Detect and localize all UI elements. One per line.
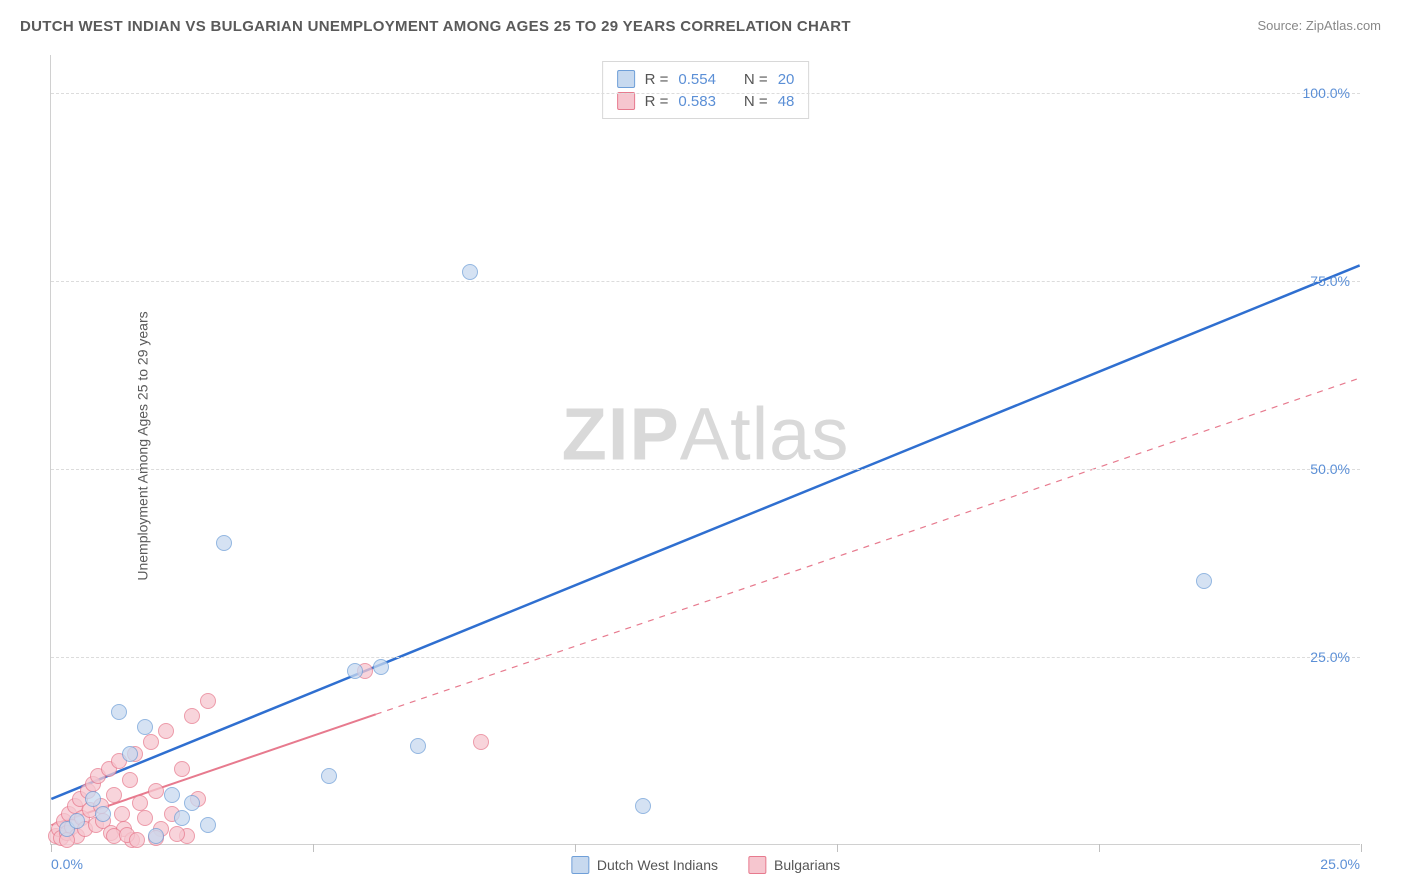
legend-label-2: Bulgarians: [774, 857, 840, 873]
scatter-point: [164, 787, 180, 803]
plot-area: ZIPAtlas R = 0.554 N = 20 R = 0.583 N = …: [50, 55, 1360, 845]
scatter-point: [373, 659, 389, 675]
scatter-point: [143, 734, 159, 750]
y-tick-label: 50.0%: [1310, 461, 1350, 477]
scatter-point: [69, 813, 85, 829]
gridline: [51, 657, 1360, 658]
y-tick-label: 75.0%: [1310, 273, 1350, 289]
source-label: Source: ZipAtlas.com: [1257, 18, 1381, 33]
scatter-point: [132, 795, 148, 811]
scatter-point: [137, 719, 153, 735]
n-value-2: 48: [778, 93, 795, 110]
scatter-point: [158, 723, 174, 739]
x-tick: [575, 844, 576, 852]
scatter-point: [85, 791, 101, 807]
x-tick: [837, 844, 838, 852]
r-value-2: 0.583: [678, 93, 716, 110]
watermark-atlas: Atlas: [680, 392, 850, 475]
scatter-point: [347, 663, 363, 679]
scatter-point: [106, 787, 122, 803]
gridline: [51, 469, 1360, 470]
scatter-point: [174, 810, 190, 826]
stats-row-series1: R = 0.554 N = 20: [617, 68, 795, 90]
scatter-point: [184, 795, 200, 811]
chart-title: DUTCH WEST INDIAN VS BULGARIAN UNEMPLOYM…: [20, 18, 851, 35]
scatter-point: [169, 826, 185, 842]
scatter-point: [200, 693, 216, 709]
r-value-1: 0.554: [678, 71, 716, 88]
correlation-stats-box: R = 0.554 N = 20 R = 0.583 N = 48: [602, 61, 810, 119]
scatter-point: [111, 704, 127, 720]
scatter-point: [635, 798, 651, 814]
watermark: ZIPAtlas: [562, 391, 850, 476]
x-tick-label: 0.0%: [51, 856, 83, 872]
swatch-blue: [571, 856, 589, 874]
scatter-point: [129, 832, 145, 848]
legend-item-1: Dutch West Indians: [571, 856, 718, 874]
y-tick-label: 100.0%: [1303, 85, 1350, 101]
r-label: R =: [645, 71, 669, 88]
scatter-point: [122, 772, 138, 788]
gridline: [51, 281, 1360, 282]
x-tick-label: 25.0%: [1320, 856, 1360, 872]
x-tick: [1361, 844, 1362, 852]
scatter-point: [321, 768, 337, 784]
bottom-legend: Dutch West Indians Bulgarians: [571, 856, 840, 874]
swatch-pink: [617, 92, 635, 110]
scatter-point: [95, 806, 111, 822]
scatter-point: [216, 535, 232, 551]
scatter-point: [410, 738, 426, 754]
scatter-point: [473, 734, 489, 750]
scatter-point: [200, 817, 216, 833]
legend-item-2: Bulgarians: [748, 856, 840, 874]
scatter-point: [148, 783, 164, 799]
scatter-point: [462, 264, 478, 280]
y-tick-label: 25.0%: [1310, 649, 1350, 665]
swatch-pink: [748, 856, 766, 874]
trend-lines-svg: [51, 55, 1360, 844]
scatter-point: [174, 761, 190, 777]
x-tick: [51, 844, 52, 852]
scatter-point: [114, 806, 130, 822]
n-value-1: 20: [778, 71, 795, 88]
scatter-point: [184, 708, 200, 724]
r-label: R =: [645, 93, 669, 110]
n-label: N =: [744, 71, 768, 88]
scatter-point: [122, 746, 138, 762]
gridline: [51, 93, 1360, 94]
scatter-point: [148, 828, 164, 844]
scatter-point: [137, 810, 153, 826]
x-tick: [1099, 844, 1100, 852]
watermark-zip: ZIP: [562, 392, 680, 475]
x-tick: [313, 844, 314, 852]
legend-label-1: Dutch West Indians: [597, 857, 718, 873]
scatter-point: [1196, 573, 1212, 589]
n-label: N =: [744, 93, 768, 110]
swatch-blue: [617, 70, 635, 88]
